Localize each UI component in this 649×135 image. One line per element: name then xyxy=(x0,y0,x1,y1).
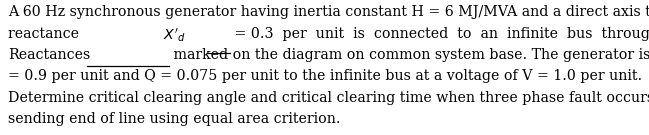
Text: $X'_d$: $X'_d$ xyxy=(163,27,186,44)
Text: = 0.3  per  unit  is  connected  to  an  infinite  bus  through  a  purely  reac: = 0.3 per unit is connected to an infini… xyxy=(230,27,649,41)
Text: Reactances: Reactances xyxy=(8,48,90,62)
Text: sending end of line using equal area criterion.: sending end of line using equal area cri… xyxy=(8,112,340,126)
Text: marked on the diagram on common system base. The generator is delivering real po: marked on the diagram on common system b… xyxy=(169,48,649,62)
Text: A 60 Hz synchronous generator having inertia constant H = 6 MJ/MVA and a direct : A 60 Hz synchronous generator having ine… xyxy=(8,5,649,19)
Text: reactance: reactance xyxy=(8,27,83,41)
Text: Determine critical clearing angle and critical clearing time when three phase fa: Determine critical clearing angle and cr… xyxy=(8,91,649,105)
Text: = 0.9 per unit and Q = 0.075 per unit to the infinite bus at a voltage of V = 1.: = 0.9 per unit and Q = 0.075 per unit to… xyxy=(8,69,642,83)
